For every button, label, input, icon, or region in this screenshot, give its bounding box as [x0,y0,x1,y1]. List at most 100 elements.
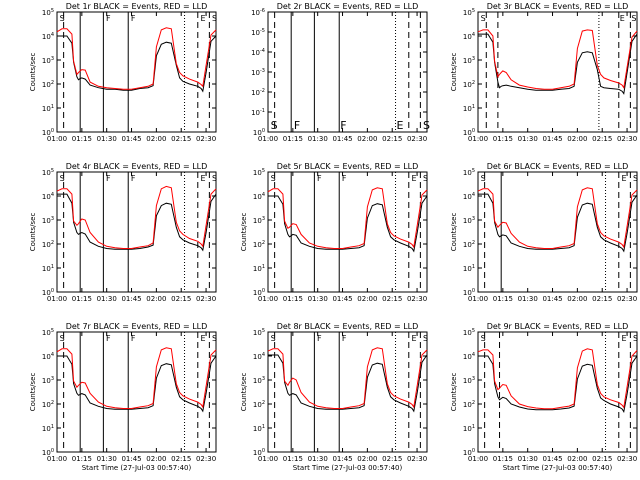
panel-det-8: Det 8r BLACK = Events, RED = LLD Counts/s… [240,322,428,472]
y-tick-label: 105 [463,328,475,337]
x-tick-label: 02:15 [592,135,612,143]
lld-series-line [56,27,217,90]
events-series-line [57,355,217,413]
plot-frame [477,11,638,133]
y-tick-label: 103 [253,376,265,385]
y-tick-label: 103 [42,376,54,385]
y-tick-label: 100 [463,448,475,457]
y-tick-label: 103 [42,56,54,65]
y-tick-label: 10-5 [251,28,265,37]
y-tick-label: 102 [42,400,54,409]
events-series-line [478,355,638,414]
panel-grid: Det 1r BLACK = Events, RED = LLD Counts/s… [29,2,638,472]
event-marker-label: S [60,334,65,343]
x-tick-label: 02:30 [196,455,216,463]
event-marker-label: S [212,174,217,183]
x-tick-label: 01:00 [468,295,488,303]
y-tick-label: 102 [253,240,265,249]
events-series-line [57,193,217,252]
y-axis-label: Counts/sec [450,53,458,92]
y-axis-label: Counts/sec [450,213,458,252]
panel-title: Det 5r BLACK = Events, RED = LLD [277,162,419,171]
x-tick-label: 01:30 [308,295,328,303]
event-marker-label: S [271,174,276,183]
y-tick-label: 100 [253,128,265,137]
y-tick-label: 100 [463,288,475,297]
y-tick-label: 101 [42,424,54,433]
x-tick-label: 01:15 [283,295,303,303]
events-series-line [57,35,217,93]
event-marker-label: F [317,334,322,343]
x-tick-label: 02:00 [567,455,587,463]
x-tick-label: 01:45 [121,455,141,463]
event-marker-label: E [397,119,404,132]
y-tick-label: 101 [463,104,475,113]
panel-det-1: Det 1r BLACK = Events, RED = LLD Counts/s… [29,2,217,143]
x-tick-label: 02:00 [567,295,587,303]
x-tick-label: 01:30 [97,135,117,143]
event-marker-label: S [481,174,486,183]
x-tick-label: 01:45 [332,455,352,463]
y-tick-label: 101 [253,264,265,273]
y-tick-label: 105 [253,168,265,177]
x-tick-label: 02:00 [357,455,377,463]
event-marker-label: E [200,174,205,183]
events-series-line [478,33,638,95]
y-tick-label: 102 [463,80,475,89]
x-tick-label: 01:45 [542,135,562,143]
x-tick-label: 02:30 [196,295,216,303]
x-tick-label: 02:00 [146,135,166,143]
lld-series-line [267,187,428,249]
lld-series-line [56,347,217,409]
y-tick-label: 101 [42,104,54,113]
x-tick-label: 02:00 [357,135,377,143]
x-tick-label: 01:15 [72,295,92,303]
y-tick-label: 102 [463,400,475,409]
y-tick-label: 104 [463,352,475,361]
x-tick-label: 02:30 [617,295,637,303]
event-marker-label: S [481,14,486,23]
plot-frame [56,331,217,453]
panel-title: Det 9r BLACK = Events, RED = LLD [487,322,629,331]
event-marker-label: E [200,14,205,23]
event-marker-label: S [60,174,65,183]
panel-title: Det 4r BLACK = Events, RED = LLD [66,162,208,171]
x-tick-label: 02:30 [407,295,427,303]
x-tick-label: 01:15 [493,295,513,303]
y-tick-label: 103 [253,216,265,225]
events-series-line [268,354,428,413]
plot-frame [56,11,217,133]
event-marker-label: F [342,174,347,183]
x-tick-label: 02:00 [357,295,377,303]
event-marker-label: S [631,14,636,23]
event-marker-label: F [294,119,300,132]
y-tick-label: 100 [463,128,475,137]
event-marker-label: F [106,334,111,343]
panel-title: Det 3r BLACK = Events, RED = LLD [487,2,629,11]
y-tick-label: 100 [42,448,54,457]
y-tick-label: 100 [42,288,54,297]
x-tick-label: 01:45 [332,295,352,303]
panel-det-5: Det 5r BLACK = Events, RED = LLD Counts/s… [240,162,428,303]
event-marker-label: S [481,334,486,343]
lld-series-line [267,347,428,409]
x-tick-label: 01:15 [493,455,513,463]
y-tick-label: 102 [253,400,265,409]
event-marker-label: F [131,14,136,23]
y-tick-label: 105 [463,168,475,177]
x-axis-label: Start Time (27-Jul-03 00:57:40) [503,464,613,472]
plot-frame [477,331,638,453]
x-tick-label: 01:15 [493,135,513,143]
lld-series-line [477,29,638,90]
panel-det-4: Det 4r BLACK = Events, RED = LLD Counts/s… [29,162,217,303]
y-axis-label: Counts/sec [240,213,248,252]
x-tick-label: 01:30 [308,455,328,463]
plot-frame [267,331,428,453]
event-marker-label: F [106,14,111,23]
x-tick-label: 02:00 [567,135,587,143]
y-tick-label: 101 [463,424,475,433]
y-tick-label: 10-3 [251,68,265,77]
x-tick-label: 01:45 [332,135,352,143]
plot-frame [267,171,428,293]
